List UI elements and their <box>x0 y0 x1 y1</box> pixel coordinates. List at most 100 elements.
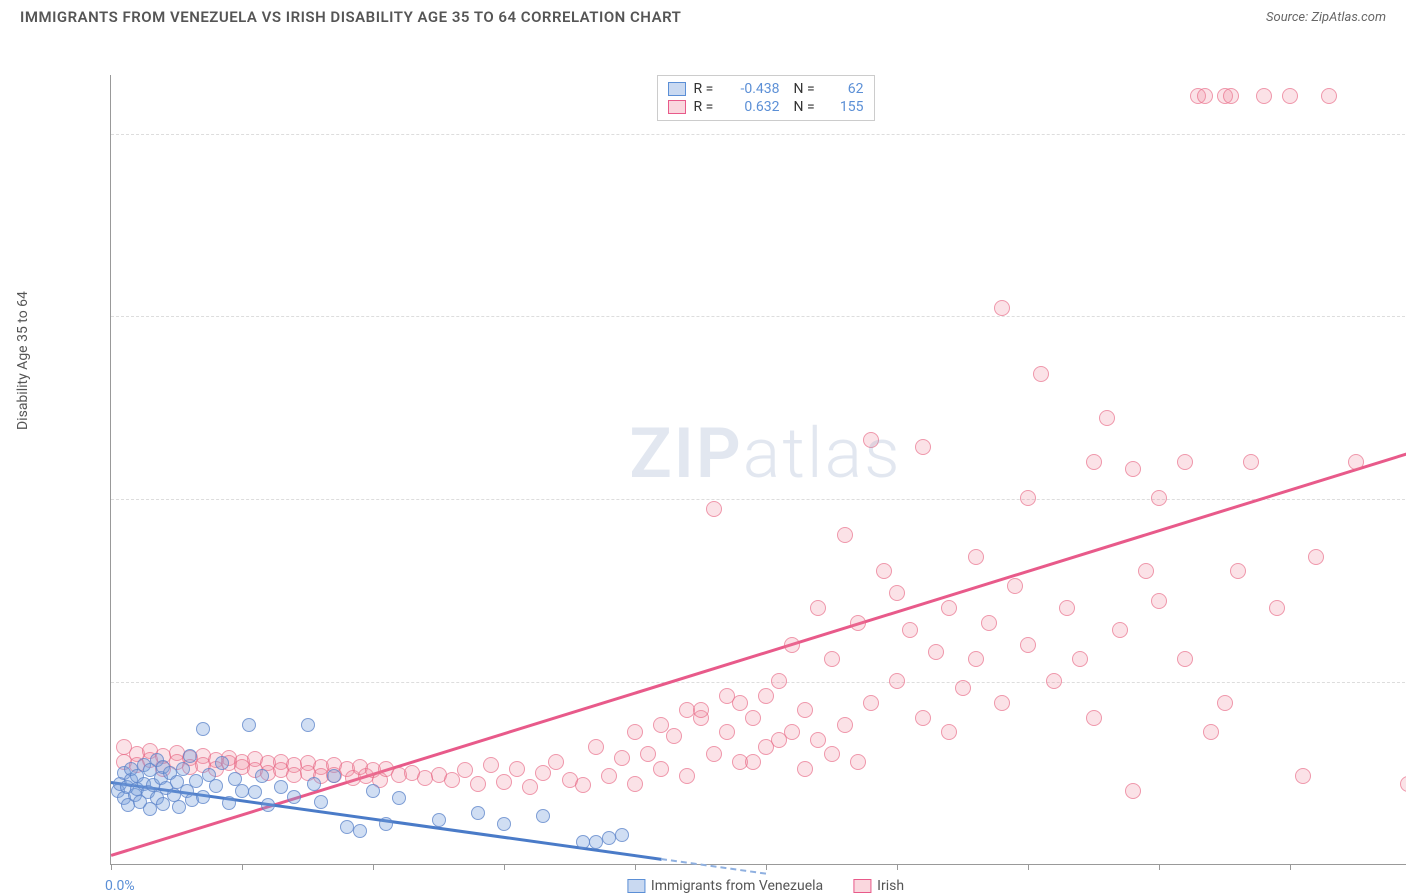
scatter-point-pink <box>1243 454 1259 470</box>
scatter-point-blue <box>307 777 321 791</box>
x-tick <box>635 864 636 870</box>
swatch-blue <box>627 879 645 893</box>
scatter-point-pink <box>693 702 709 718</box>
scatter-point-pink <box>968 651 984 667</box>
scatter-point-blue <box>255 769 269 783</box>
scatter-point-pink <box>758 688 774 704</box>
scatter-point-pink <box>496 774 512 790</box>
scatter-point-pink <box>1256 88 1272 104</box>
scatter-point-pink <box>588 739 604 755</box>
scatter-point-pink <box>810 600 826 616</box>
scatter-point-blue <box>189 774 203 788</box>
scatter-point-blue <box>209 779 223 793</box>
scatter-point-pink <box>824 651 840 667</box>
scatter-point-pink <box>1151 593 1167 609</box>
scatter-point-pink <box>1151 490 1167 506</box>
x-tick <box>373 864 374 870</box>
scatter-point-pink <box>1086 454 1102 470</box>
scatter-point-blue <box>314 795 328 809</box>
r-label: R = <box>694 81 720 97</box>
scatter-point-blue <box>274 780 288 794</box>
scatter-point-pink <box>653 761 669 777</box>
scatter-point-pink <box>548 754 564 770</box>
chart-header: IMMIGRANTS FROM VENEZUELA VS IRISH DISAB… <box>0 0 1406 30</box>
scatter-point-pink <box>1086 710 1102 726</box>
scatter-point-pink <box>850 754 866 770</box>
scatter-point-blue <box>602 831 616 845</box>
scatter-point-blue <box>536 809 550 823</box>
scatter-point-pink <box>981 615 997 631</box>
scatter-point-pink <box>483 757 499 773</box>
scatter-point-pink <box>1217 695 1233 711</box>
scatter-point-pink <box>601 768 617 784</box>
scatter-point-pink <box>837 527 853 543</box>
scatter-point-pink <box>1099 410 1115 426</box>
scatter-point-blue <box>340 820 354 834</box>
scatter-point-pink <box>509 761 525 777</box>
scatter-point-pink <box>1020 490 1036 506</box>
scatter-point-pink <box>1059 600 1075 616</box>
scatter-point-pink <box>1230 563 1246 579</box>
trendline-blue-dashed <box>661 858 766 875</box>
scatter-point-pink <box>784 637 800 653</box>
scatter-point-pink <box>915 710 931 726</box>
scatter-point-blue <box>471 806 485 820</box>
scatter-point-blue <box>497 817 511 831</box>
y-axis-label: Disability Age 35 to 64 <box>15 291 31 430</box>
scatter-point-pink <box>745 754 761 770</box>
scatter-point-pink <box>627 724 643 740</box>
scatter-point-pink <box>1125 783 1141 799</box>
r-value-blue: -0.438 <box>728 81 780 97</box>
scatter-point-pink <box>470 776 486 792</box>
n-value-blue: 62 <box>830 81 864 97</box>
scatter-point-pink <box>1348 454 1364 470</box>
x-tick <box>1290 864 1291 870</box>
scatter-point-pink <box>1125 461 1141 477</box>
scatter-point-blue <box>235 784 249 798</box>
scatter-point-blue <box>615 828 629 842</box>
watermark-bold: ZIP <box>629 413 742 495</box>
scatter-point-blue <box>379 817 393 831</box>
scatter-point-pink <box>771 673 787 689</box>
scatter-point-blue <box>432 813 446 827</box>
scatter-point-pink <box>824 746 840 762</box>
correlation-legend: R = -0.438 N = 62 R = 0.632 N = 155 <box>657 75 875 121</box>
scatter-point-pink <box>1223 88 1239 104</box>
source-label: Source: <box>1266 10 1311 25</box>
chart-title: IMMIGRANTS FROM VENEZUELA VS IRISH DISAB… <box>20 8 681 26</box>
swatch-pink <box>853 879 871 893</box>
trendline-pink <box>111 448 1406 856</box>
scatter-point-pink <box>627 776 643 792</box>
legend-row-pink: R = 0.632 N = 155 <box>668 98 864 116</box>
source-attribution: Source: ZipAtlas.com <box>1266 10 1386 25</box>
scatter-point-pink <box>1112 622 1128 638</box>
x-tick <box>111 864 112 870</box>
scatter-point-pink <box>457 762 473 778</box>
scatter-point-pink <box>771 732 787 748</box>
scatter-point-blue <box>576 835 590 849</box>
scatter-point-pink <box>941 724 957 740</box>
scatter-point-blue <box>327 769 341 783</box>
scatter-point-pink <box>1321 88 1337 104</box>
scatter-point-pink <box>575 777 591 793</box>
scatter-point-pink <box>1072 651 1088 667</box>
watermark-light: atlas <box>743 413 902 495</box>
scatter-point-blue <box>353 824 367 838</box>
scatter-point-pink <box>850 615 866 631</box>
scatter-point-blue <box>222 796 236 810</box>
scatter-point-pink <box>706 746 722 762</box>
scatter-point-pink <box>1033 366 1049 382</box>
scatter-point-pink <box>1197 88 1213 104</box>
x-tick <box>1028 864 1029 870</box>
n-label: N = <box>794 81 822 97</box>
scatter-point-blue <box>196 722 210 736</box>
r-value-pink: 0.632 <box>728 99 780 115</box>
scatter-point-blue <box>366 784 380 798</box>
gridline <box>111 316 1406 317</box>
scatter-point-pink <box>1177 651 1193 667</box>
scatter-point-pink <box>889 673 905 689</box>
scatter-point-pink <box>745 710 761 726</box>
n-label: N = <box>794 99 822 115</box>
scatter-point-pink <box>535 765 551 781</box>
scatter-point-pink <box>679 768 695 784</box>
